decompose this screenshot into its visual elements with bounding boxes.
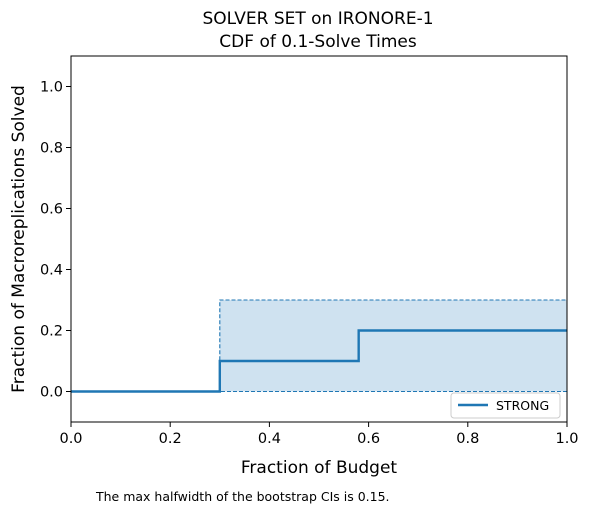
- chart-title: SOLVER SET on IRONORE-1: [202, 9, 433, 29]
- chart-subtitle: CDF of 0.1-Solve Times: [219, 32, 417, 52]
- y-tick-label: 0.0: [40, 385, 63, 401]
- x-axis: 0.0 0.2 0.4 0.6 0.8 1.0: [59, 422, 578, 447]
- y-axis-label: Fraction of Macroreplications Solved: [9, 85, 29, 393]
- x-tick-label: 0.6: [357, 431, 380, 447]
- y-tick-label: 0.6: [40, 202, 63, 218]
- x-tick-label: 0.2: [159, 431, 182, 447]
- y-tick-label: 0.2: [40, 324, 63, 340]
- y-axis: 0.0 0.2 0.4 0.6 0.8 1.0: [40, 80, 71, 401]
- x-axis-label: Fraction of Budget: [241, 458, 398, 478]
- ci-halfwidth-note: The max halfwidth of the bootstrap CIs i…: [96, 489, 390, 504]
- legend-label-strong: STRONG: [496, 398, 549, 413]
- y-tick-label: 1.0: [40, 80, 63, 96]
- confidence-band: [71, 300, 567, 392]
- x-tick-label: 1.0: [555, 431, 578, 447]
- x-tick-label: 0.8: [456, 431, 479, 447]
- y-tick-label: 0.4: [40, 263, 63, 279]
- plot-area: [71, 300, 567, 392]
- x-tick-label: 0.4: [258, 431, 281, 447]
- y-tick-label: 0.8: [40, 141, 63, 157]
- legend: STRONG: [451, 393, 560, 418]
- x-tick-label: 0.0: [59, 431, 82, 447]
